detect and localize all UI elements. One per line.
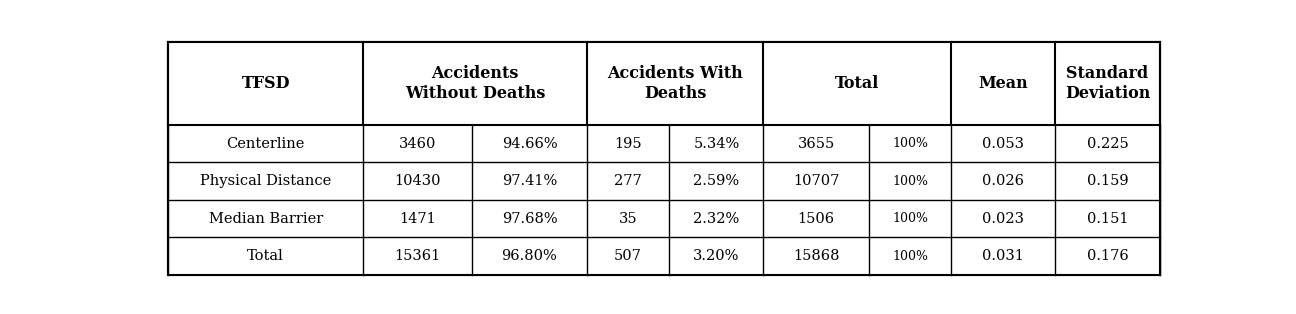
Text: 0.159: 0.159 xyxy=(1086,174,1129,188)
Text: 35: 35 xyxy=(618,212,638,225)
Text: Median Barrier: Median Barrier xyxy=(209,212,323,225)
Text: Total: Total xyxy=(248,249,284,263)
Text: Total: Total xyxy=(836,75,880,92)
Text: 277: 277 xyxy=(614,174,642,188)
Text: 195: 195 xyxy=(614,137,642,151)
Text: 0.225: 0.225 xyxy=(1086,137,1129,151)
Text: 100%: 100% xyxy=(892,250,928,263)
Text: 10430: 10430 xyxy=(394,174,441,188)
Text: 0.031: 0.031 xyxy=(982,249,1024,263)
Text: 5.34%: 5.34% xyxy=(693,137,740,151)
Bar xyxy=(168,237,1160,275)
Text: 100%: 100% xyxy=(892,212,928,225)
Text: Mean: Mean xyxy=(978,75,1028,92)
Text: 0.053: 0.053 xyxy=(982,137,1024,151)
Text: TFSD: TFSD xyxy=(241,75,290,92)
Text: 100%: 100% xyxy=(892,175,928,187)
Bar xyxy=(168,125,1160,162)
Text: 15868: 15868 xyxy=(793,249,840,263)
Text: 15361: 15361 xyxy=(394,249,441,263)
Text: 2.32%: 2.32% xyxy=(693,212,740,225)
Text: Physical Distance: Physical Distance xyxy=(200,174,332,188)
Text: 0.026: 0.026 xyxy=(982,174,1024,188)
Text: Standard
Deviation: Standard Deviation xyxy=(1065,65,1150,102)
Text: 0.151: 0.151 xyxy=(1087,212,1129,225)
Text: 94.66%: 94.66% xyxy=(502,137,557,151)
Text: 1506: 1506 xyxy=(797,212,835,225)
Text: Accidents With
Deaths: Accidents With Deaths xyxy=(608,65,743,102)
Text: 100%: 100% xyxy=(892,137,928,150)
Text: 1471: 1471 xyxy=(399,212,435,225)
Text: 97.68%: 97.68% xyxy=(502,212,557,225)
Bar xyxy=(168,42,1160,125)
Text: 97.41%: 97.41% xyxy=(502,174,557,188)
Text: Accidents
Without Deaths: Accidents Without Deaths xyxy=(404,65,546,102)
Text: 3.20%: 3.20% xyxy=(693,249,740,263)
Text: Centerline: Centerline xyxy=(227,137,305,151)
Text: 10707: 10707 xyxy=(793,174,840,188)
Text: 3460: 3460 xyxy=(399,137,437,151)
Text: 3655: 3655 xyxy=(797,137,835,151)
Text: 2.59%: 2.59% xyxy=(693,174,740,188)
Bar xyxy=(168,162,1160,200)
Text: 0.176: 0.176 xyxy=(1086,249,1129,263)
Text: 507: 507 xyxy=(614,249,642,263)
Text: 96.80%: 96.80% xyxy=(502,249,557,263)
Bar xyxy=(168,200,1160,237)
Text: 0.023: 0.023 xyxy=(982,212,1024,225)
